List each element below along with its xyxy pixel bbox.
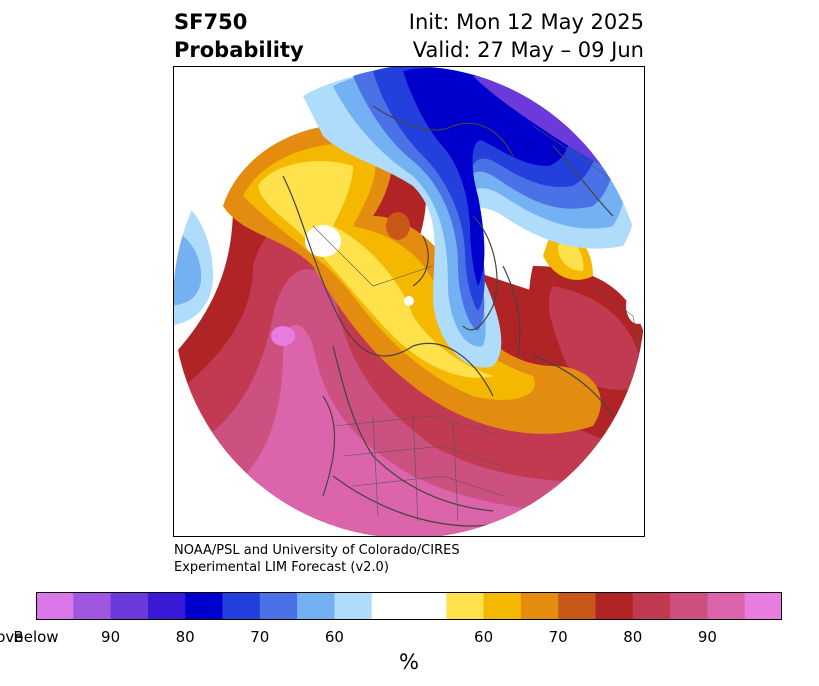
colorbar-tick-label: 90 bbox=[697, 628, 717, 646]
probability-contours bbox=[173, 66, 645, 537]
colorbar-swatch bbox=[446, 592, 485, 620]
colorbar-swatch bbox=[632, 592, 671, 620]
colorbar-tick-label: Below bbox=[13, 628, 59, 646]
colorbar-tick-label: 80 bbox=[175, 628, 195, 646]
colorbar-swatch bbox=[185, 592, 223, 620]
colorbar-swatch bbox=[595, 592, 634, 620]
map-title: SF750 Probability bbox=[174, 8, 304, 64]
colorbar-swatch bbox=[707, 592, 746, 620]
colorbar-swatch bbox=[371, 592, 447, 620]
title-variable: SF750 bbox=[174, 10, 248, 34]
forecast-dates: Init: Mon 12 May 2025 Valid: 27 May – 09… bbox=[409, 8, 644, 64]
colorbar bbox=[36, 592, 782, 620]
colorbar-unit-label: % bbox=[399, 650, 419, 674]
colorbar-swatch bbox=[558, 592, 596, 620]
colorbar-swatch bbox=[744, 592, 782, 620]
colorbar-swatch bbox=[483, 592, 522, 620]
colorbar-tick-label: 90 bbox=[101, 628, 121, 646]
colorbar-swatch bbox=[36, 592, 74, 620]
colorbar-tick-label: 60 bbox=[474, 628, 494, 646]
colorbar-tick-label: Above bbox=[0, 628, 24, 646]
colorbar-border bbox=[36, 592, 782, 620]
colorbar-swatch bbox=[297, 592, 335, 620]
colorbar-tick-label: 80 bbox=[623, 628, 643, 646]
credit-line-2: Experimental LIM Forecast (v2.0) bbox=[174, 560, 389, 575]
colorbar-tick-label: 60 bbox=[324, 628, 344, 646]
valid-date: Valid: 27 May – 09 Jun bbox=[412, 38, 644, 62]
colorbar-swatch bbox=[110, 592, 149, 620]
coastlines bbox=[282, 105, 614, 527]
colorbar-swatch bbox=[259, 592, 298, 620]
probability-map bbox=[173, 66, 645, 537]
colorbar-swatch bbox=[73, 592, 112, 620]
colorbar-swatch bbox=[334, 592, 373, 620]
colorbar-swatch bbox=[670, 592, 708, 620]
init-date: Init: Mon 12 May 2025 bbox=[408, 10, 644, 34]
colorbar-swatch bbox=[520, 592, 559, 620]
colorbar-tick-label: 70 bbox=[250, 628, 270, 646]
colorbar-swatch bbox=[222, 592, 261, 620]
colorbar-swatch bbox=[147, 592, 186, 620]
credit-line-1: NOAA/PSL and University of Colorado/CIRE… bbox=[174, 543, 460, 558]
colorbar-tick-label: 70 bbox=[548, 628, 568, 646]
credit-text: NOAA/PSL and University of Colorado/CIRE… bbox=[174, 542, 460, 576]
title-quantity: Probability bbox=[174, 38, 304, 62]
